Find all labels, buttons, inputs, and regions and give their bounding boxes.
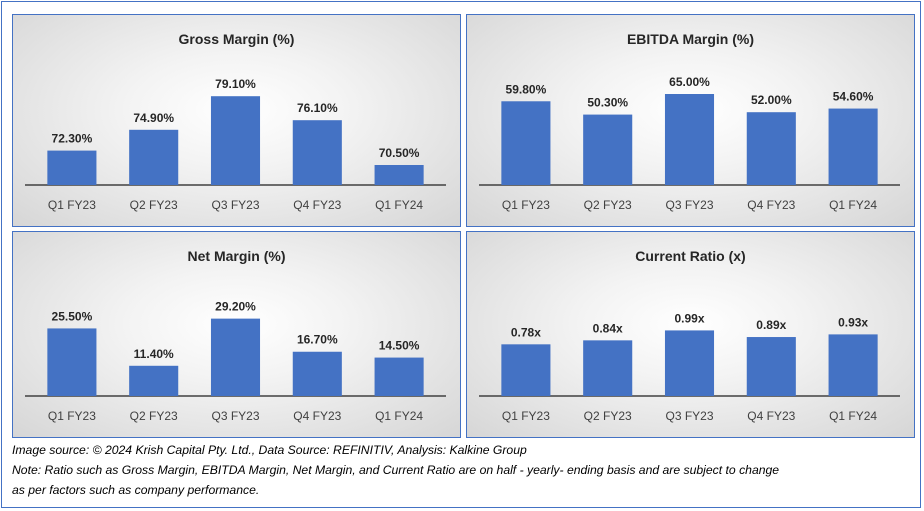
chart-svg: Gross Margin (%) 72.30% Q1 FY23 74.90% Q2 FY… (25, 31, 446, 212)
x-tick-label: Q3 FY23 (211, 198, 259, 212)
current-ratio-chart: Current Ratio (x) 0.78x Q1 FY23 0.84x Q2 FY2… (466, 231, 915, 438)
data-label: 79.10% (215, 77, 256, 91)
bar (210, 96, 261, 185)
data-label: 0.93x (838, 315, 868, 329)
note-line-1: Note: Ratio such as Gross Margin, EBITDA… (12, 463, 780, 477)
gross-margin-chart: Gross Margin (%) 72.30% Q1 FY23 74.90% Q2 FY… (12, 14, 461, 227)
bar (292, 120, 342, 185)
data-label: 54.60% (833, 90, 874, 104)
data-label: 76.10% (297, 101, 338, 115)
x-tick-label: Q3 FY23 (665, 198, 713, 212)
data-label: 29.20% (215, 300, 256, 314)
bar (664, 330, 715, 396)
bar (129, 365, 179, 396)
bar (746, 112, 796, 185)
note-line-2: as per factors such as company performan… (12, 483, 260, 497)
bar (583, 114, 633, 185)
bar (746, 337, 796, 396)
chart-title: EBITDA Margin (%) (627, 31, 754, 47)
x-tick-label: Q1 FY23 (48, 198, 96, 212)
bar (47, 328, 97, 396)
data-label: 0.99x (674, 311, 704, 325)
data-label: 0.89x (756, 318, 786, 332)
x-tick-label: Q3 FY23 (665, 409, 713, 423)
data-label: 52.00% (751, 93, 792, 107)
data-label: 16.70% (297, 333, 338, 347)
chart-svg: Current Ratio (x) 0.78x Q1 FY23 0.84x Q2 FY2… (479, 248, 900, 423)
x-tick-label: Q1 FY23 (502, 409, 550, 423)
bar (664, 94, 715, 185)
x-tick-label: Q1 FY24 (375, 198, 423, 212)
data-label: 50.30% (587, 96, 628, 110)
bar (129, 129, 179, 185)
x-tick-label: Q1 FY24 (375, 409, 423, 423)
bar (374, 357, 424, 396)
x-tick-label: Q2 FY23 (130, 409, 178, 423)
chart-title: Current Ratio (x) (635, 248, 745, 264)
bar (828, 108, 878, 185)
bar (292, 351, 342, 396)
data-label: 72.30% (52, 132, 93, 146)
data-label: 11.40% (134, 347, 174, 361)
image-source-text: Image source: © 2024 Krish Capital Pty. … (12, 443, 527, 457)
ebitda-margin-chart: EBITDA Margin (%) 59.80% Q1 FY23 50.30% Q2 F… (466, 14, 915, 227)
data-label: 0.84x (593, 321, 623, 335)
x-tick-label: Q2 FY23 (584, 409, 632, 423)
data-label: 59.80% (506, 82, 547, 96)
x-tick-label: Q4 FY23 (293, 198, 341, 212)
bar (47, 150, 97, 185)
x-tick-label: Q1 FY23 (502, 198, 550, 212)
x-tick-label: Q1 FY24 (829, 198, 877, 212)
x-tick-label: Q4 FY23 (747, 409, 795, 423)
x-tick-label: Q3 FY23 (211, 409, 259, 423)
x-tick-label: Q2 FY23 (130, 198, 178, 212)
chart-svg: EBITDA Margin (%) 59.80% Q1 FY23 50.30% Q2 F… (479, 31, 900, 212)
chart-title: Gross Margin (%) (179, 31, 295, 47)
x-tick-label: Q1 FY23 (48, 409, 96, 423)
x-tick-label: Q4 FY23 (293, 409, 341, 423)
x-tick-label: Q4 FY23 (747, 198, 795, 212)
x-tick-label: Q2 FY23 (584, 198, 632, 212)
net-margin-chart: Net Margin (%) 25.50% Q1 FY23 11.40% Q2 FY23… (12, 231, 461, 438)
bar (583, 340, 633, 396)
data-label: 25.50% (52, 309, 93, 323)
data-label: 14.50% (379, 339, 420, 353)
footer-notes: Image source: © 2024 Krish Capital Pty. … (12, 440, 912, 500)
bar (501, 344, 551, 396)
chart-title: Net Margin (%) (188, 248, 286, 264)
data-label: 0.78x (511, 325, 541, 339)
bar (374, 165, 424, 185)
chart-svg: Net Margin (%) 25.50% Q1 FY23 11.40% Q2 FY23… (25, 248, 446, 423)
data-label: 74.90% (133, 111, 174, 125)
data-label: 70.50% (379, 146, 420, 160)
bar (210, 318, 261, 396)
bar (501, 101, 551, 185)
bar (828, 334, 878, 396)
x-tick-label: Q1 FY24 (829, 409, 877, 423)
data-label: 65.00% (669, 75, 710, 89)
